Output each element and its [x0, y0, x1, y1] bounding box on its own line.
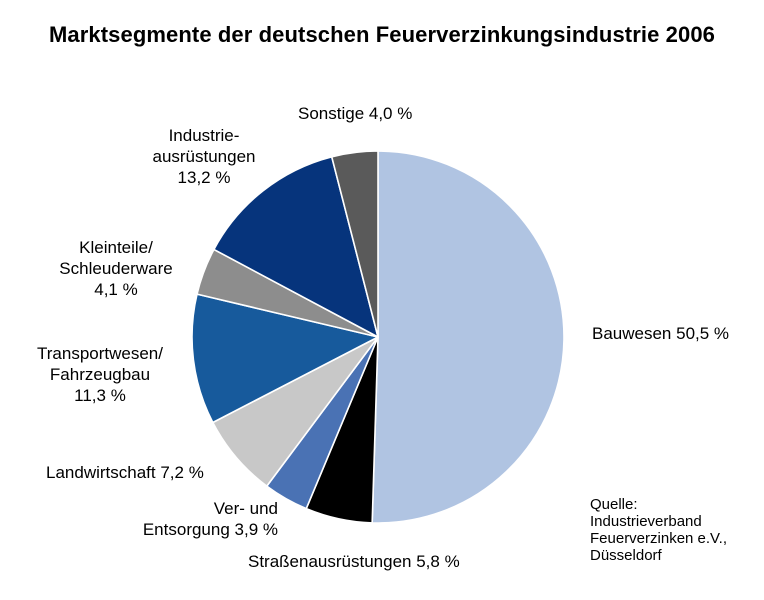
- pie-slice-bauwesen: [371, 150, 565, 524]
- label-ver-und-entsorgung: Ver- und Entsorgung 3,9 %: [142, 499, 278, 539]
- chart-title: Marktsegmente der deutschen Feuerverzink…: [48, 22, 715, 47]
- label-industrieausruestungen: Industrie- ausrüstungen 13,2 %: [152, 126, 256, 187]
- label-landwirtschaft: Landwirtschaft 7,2 %: [46, 463, 204, 482]
- label-sonstige: Sonstige 4,0 %: [298, 104, 413, 123]
- source-note: Quelle: Industrieverband Feuerverzinken …: [590, 496, 728, 564]
- pie-slice-industrie-ausrüstungen: [213, 156, 379, 338]
- pie-slice-sonstige: [330, 150, 379, 338]
- label-strassenausruestungen: Straßenausrüstungen 5,8 %: [248, 552, 460, 571]
- label-bauwesen: Bauwesen 50,5 %: [592, 324, 730, 343]
- label-kleinteile: Kleinteile/ Schleuderware 4,1 %: [59, 238, 173, 299]
- label-transportwesen: Transportwesen/ Fahrzeugbau 11,3 %: [37, 344, 163, 405]
